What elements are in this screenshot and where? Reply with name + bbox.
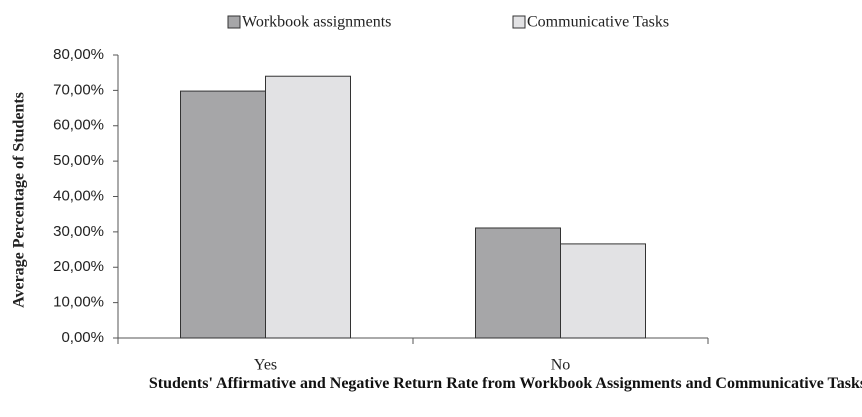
y-tick-label: 40,00% <box>53 187 104 204</box>
y-tick-label: 20,00% <box>53 258 104 275</box>
y-tick-label: 80,00% <box>53 46 104 63</box>
y-axis-label: Average Percentage of Students <box>11 92 28 308</box>
bar <box>180 90 266 339</box>
y-tick-label: 10,00% <box>53 294 104 311</box>
bar <box>475 227 561 339</box>
legend-label: Communicative Tasks <box>527 14 669 31</box>
y-tick-label: 50,00% <box>53 152 104 169</box>
legend-swatch <box>512 15 526 29</box>
chart-title: Students' Affirmative and Negative Retur… <box>148 375 862 392</box>
x-tick-label: Yes <box>254 357 277 374</box>
bar <box>560 243 646 339</box>
y-tick-label: 0,00% <box>61 329 104 346</box>
y-tick-label: 30,00% <box>53 223 104 240</box>
y-tick-label: 60,00% <box>53 117 104 134</box>
bar <box>265 75 351 339</box>
legend-label: Workbook assignments <box>242 14 391 31</box>
x-tick-label: No <box>551 357 571 374</box>
y-tick-label: 70,00% <box>53 81 104 98</box>
legend-swatch <box>227 15 241 29</box>
